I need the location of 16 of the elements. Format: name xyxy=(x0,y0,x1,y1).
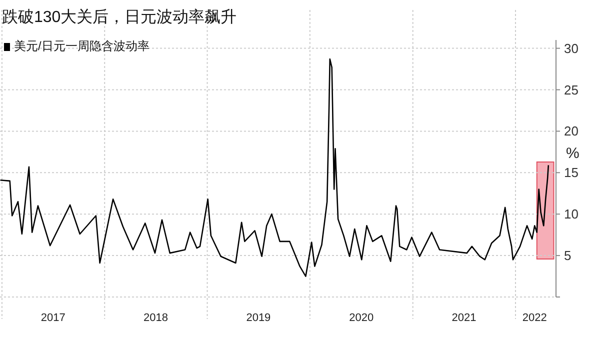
x-tick-label: 2017 xyxy=(40,312,66,324)
y-tick-label: 25 xyxy=(564,82,578,98)
y-tick-label: 20 xyxy=(564,124,578,139)
line-series xyxy=(0,58,550,277)
y-tick-label: 10 xyxy=(564,206,578,222)
chart-title: 跌破130大关后，日元波动率飙升 xyxy=(2,8,237,26)
y-tick-label: 5 xyxy=(564,248,572,264)
y-axis-title: % xyxy=(566,145,580,162)
legend-label: 美元/日元一周隐含波动率 xyxy=(14,39,150,53)
y-tick-label: 30 xyxy=(564,40,578,56)
x-tick-label: 2021 xyxy=(452,312,476,324)
x-tick-label: 2022 xyxy=(522,312,547,324)
x-tick-label: 2020 xyxy=(349,312,374,324)
x-tick-label: 2019 xyxy=(246,312,271,324)
x-tick-label: 2018 xyxy=(144,312,168,324)
y-tick-label: 15 xyxy=(564,165,578,180)
